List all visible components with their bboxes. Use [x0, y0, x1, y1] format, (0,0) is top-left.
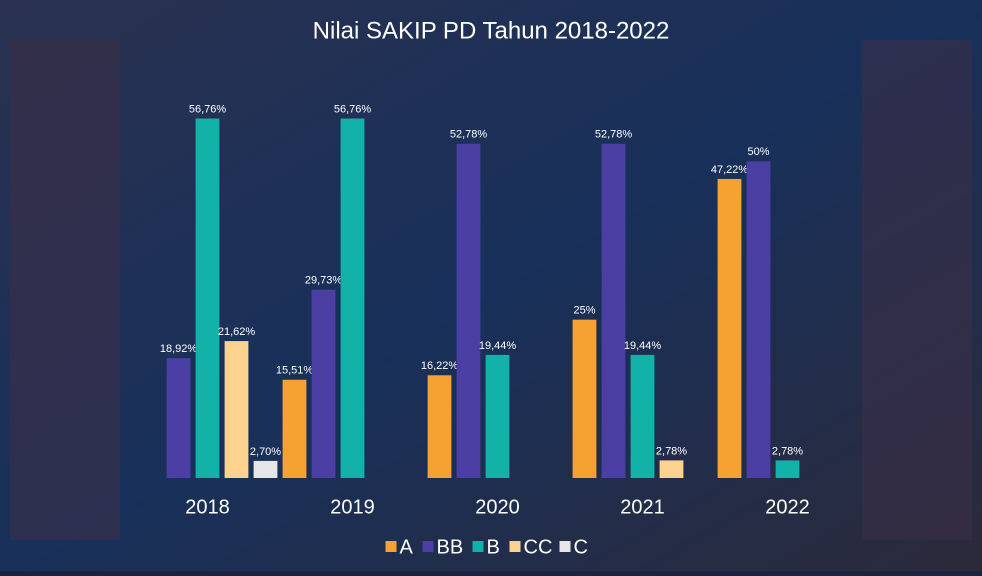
data-label: 15,51% [276, 365, 314, 377]
bar [572, 319, 597, 478]
data-label: 19,44% [479, 340, 517, 352]
data-label: 2,78% [656, 445, 687, 457]
data-label: 16,22% [421, 360, 459, 372]
data-label: 50% [747, 146, 769, 158]
bar [601, 143, 626, 478]
data-label: 56,76% [189, 103, 227, 115]
data-label: 21,62% [218, 326, 256, 338]
bar [717, 178, 742, 478]
legend-label: C [574, 536, 588, 558]
legend-swatch [472, 541, 484, 552]
x-tick-label: 2018 [185, 496, 230, 518]
bar [485, 354, 510, 478]
data-label: 47,22% [711, 164, 749, 176]
bar [311, 289, 336, 478]
data-label: 29,73% [305, 275, 343, 287]
legend-swatch [509, 541, 521, 552]
data-label: 25% [573, 305, 595, 317]
legend-label: A [400, 536, 414, 558]
curtain-right [862, 40, 972, 540]
bar [340, 118, 365, 479]
data-label: 52,78% [595, 129, 633, 141]
bar [630, 354, 655, 478]
bar [282, 379, 307, 478]
data-label: 2,78% [772, 445, 803, 457]
chart-title: Nilai SAKIP PD Tahun 2018-2022 [313, 17, 670, 44]
curtain-left [10, 40, 120, 540]
data-label: 52,78% [450, 129, 488, 141]
x-tick-label: 2019 [330, 496, 375, 518]
bar [456, 143, 481, 478]
legend-swatch [385, 541, 397, 552]
legend-label: CC [524, 536, 553, 558]
bar [659, 460, 684, 478]
data-label: 2,70% [250, 446, 281, 458]
bar [427, 375, 452, 478]
legend-label: BB [437, 536, 464, 558]
legend-swatch [422, 541, 434, 552]
x-tick-label: 2021 [620, 496, 665, 518]
data-label: 56,76% [334, 103, 372, 115]
x-tick-label: 2020 [475, 496, 520, 518]
bar [746, 161, 771, 479]
bar [195, 118, 220, 479]
legend-swatch [559, 541, 571, 552]
bar [253, 460, 278, 478]
x-tick-label: 2022 [765, 496, 810, 518]
data-label: 19,44% [624, 340, 662, 352]
bar [775, 460, 800, 478]
data-label: 18,92% [160, 343, 198, 355]
bar [166, 358, 191, 478]
bar [224, 341, 249, 478]
legend-label: B [487, 536, 500, 558]
